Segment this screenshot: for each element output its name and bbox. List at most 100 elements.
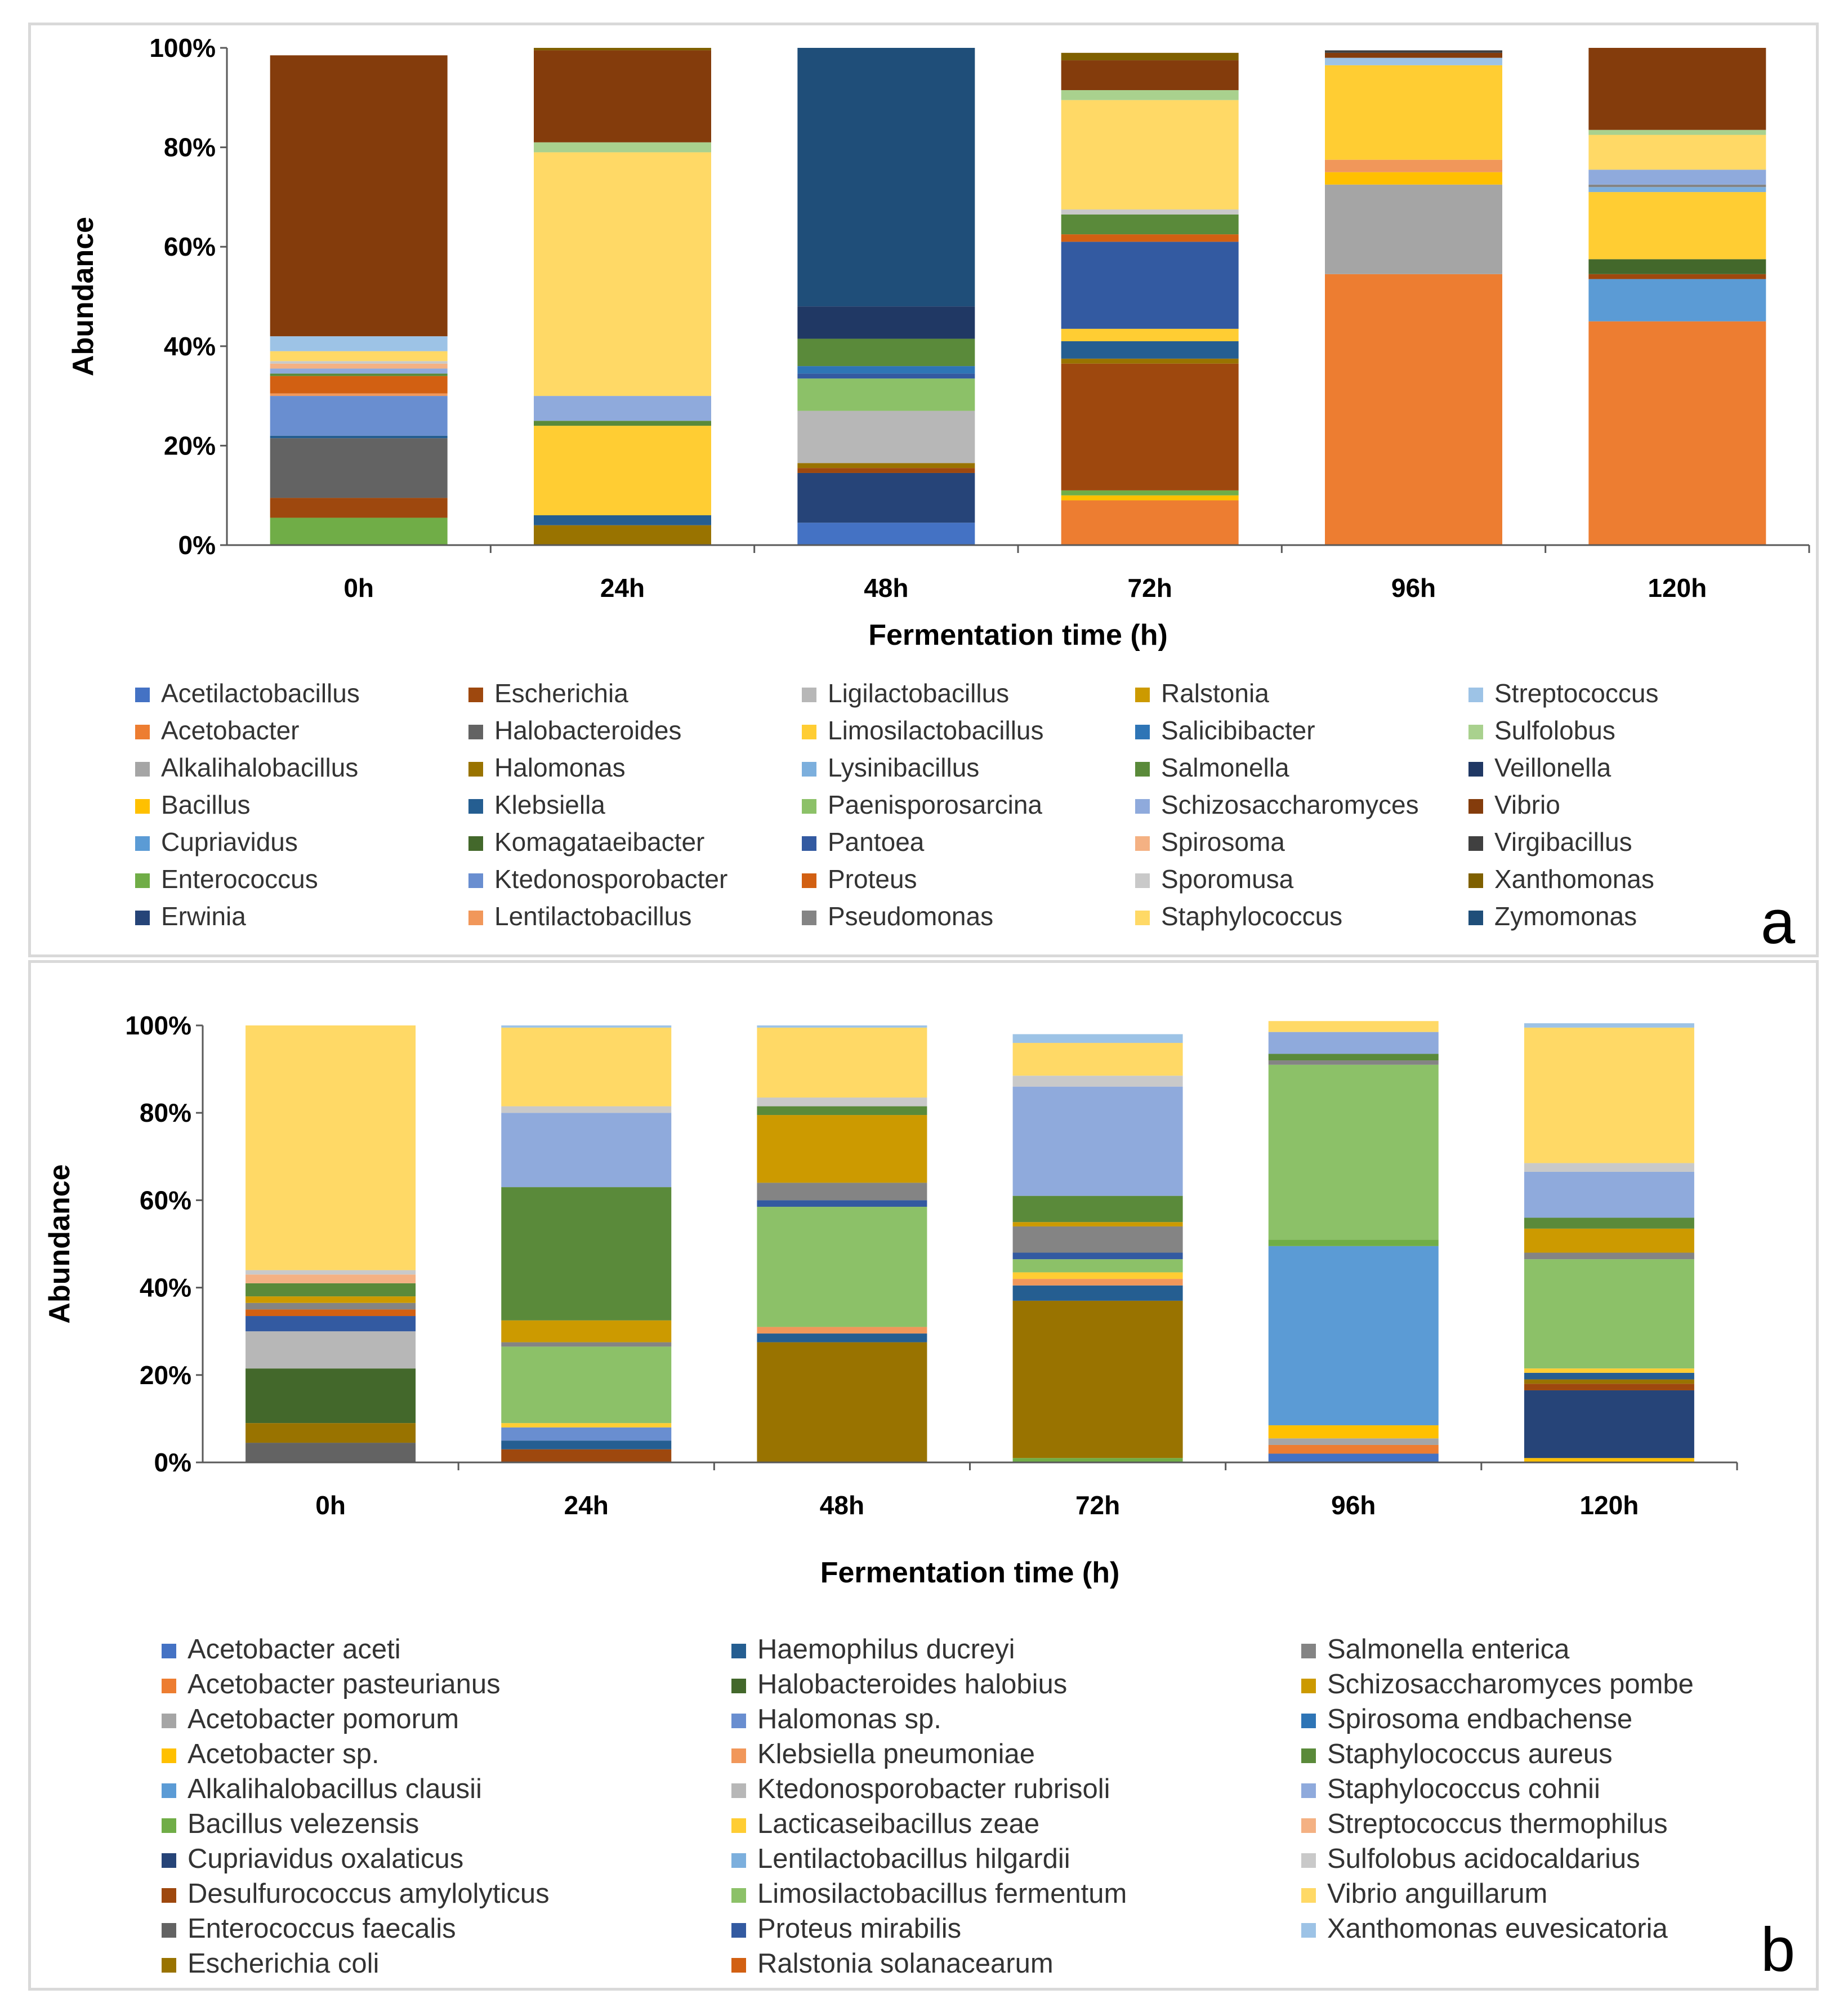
bar-segment [534,426,711,516]
legend-swatch [1301,1714,1316,1728]
x-category-label: 72h [1128,573,1172,603]
legend-swatch [468,762,483,777]
legend-label: Acetobacter sp. [188,1739,379,1769]
legend-swatch [1135,762,1150,777]
bar-segment [1524,1458,1694,1462]
legend-label: Proteus [828,864,917,894]
legend-label: Vibrio anguillarum [1327,1879,1547,1909]
bar-segment [1588,279,1766,322]
legend-label: Salmonella enterica [1327,1634,1570,1665]
bar-segment [534,48,711,51]
legend-label: Staphylococcus aureus [1327,1739,1613,1769]
legend-swatch [1301,1748,1316,1763]
legend-swatch [162,1748,176,1763]
bar-segment [797,411,975,463]
legend-swatch [1301,1853,1316,1868]
bar-segment [1061,495,1239,501]
bar-segment [1012,1034,1183,1043]
legend-label: Sulfolobus [1494,716,1615,745]
bar-segment [1061,358,1239,364]
bar-segment [534,515,711,525]
bar-segment [1061,500,1239,545]
x-category-label: 24h [564,1491,609,1520]
bar-segment [1524,1171,1694,1218]
legend-swatch [1135,688,1150,702]
legend-label: Desulfurococcus amylolyticus [188,1879,550,1909]
legend-swatch [1301,1888,1316,1903]
legend-swatch [162,1853,176,1868]
bar-segment [1268,1438,1439,1445]
legend-swatch [731,1783,746,1798]
bar-segment [1012,1252,1183,1260]
x-category-label: 0h [343,573,374,603]
bar-segment [245,1331,416,1369]
bar-segment [1325,65,1502,160]
y-tick-label: 80% [164,133,216,162]
bar-segment [1524,1368,1694,1373]
bar-segment [1524,1228,1694,1253]
panel-letter: b [1761,1915,1795,1984]
bar-segment [270,373,448,376]
legend-swatch [1301,1679,1316,1693]
y-tick-label: 40% [140,1273,191,1302]
bar-segment [1588,321,1766,545]
legend-swatch [135,873,150,888]
bar-segment [270,336,448,351]
stacked-bar-chart-genus: 0% 20% 40% 60% 80% 100% 0h 24h 48h 72h 96h 120h Ferm… [67,33,1810,954]
y-tick-label: 40% [164,332,216,361]
bar-segment [797,366,975,374]
bar-segment [1268,1453,1439,1462]
legend-swatch [1468,725,1483,739]
legend-label: Proteus mirabilis [757,1913,961,1944]
legend-label: Schizosaccharomyces [1161,790,1419,819]
legend-swatch [1301,1923,1316,1938]
legend-swatch [1468,799,1483,814]
legend-swatch [468,799,483,814]
bar-segment [1012,1259,1183,1273]
bar-segment [1588,169,1766,185]
bar-segment [1588,135,1766,170]
bar-segment [534,152,711,396]
legend-label: Zymomonas [1494,902,1637,931]
legend-swatch [731,1679,746,1693]
legend-swatch [162,1679,176,1693]
stacked-bar-chart-species: 0% 20% 40% 60% 80% 100% 0h 24h 48h 72h 96h 120h Ferm… [43,1011,1795,1984]
legend-label: Lysinibacillus [828,753,979,782]
legend-swatch [1301,1783,1316,1798]
bar-segment [1325,52,1502,58]
legend-swatch [1468,911,1483,925]
legend-label: Cupriavidus [161,827,298,856]
legend-label: Salicibibacter [1161,716,1315,745]
bar-segment [1524,1372,1694,1380]
bar-segment [245,1309,416,1317]
legend-swatch [135,688,150,702]
bar-segment [270,376,448,394]
legend-swatch [162,1923,176,1938]
bar-segment [245,1423,416,1443]
legend-label: Enterococcus faecalis [188,1913,456,1944]
bar-segment [1588,130,1766,135]
bar-segment [1268,1032,1439,1054]
legend-label: Halomonas sp. [757,1704,941,1734]
bar-segment [797,48,975,307]
bar-segment [501,1025,672,1028]
bar-segment [1061,341,1239,359]
bar-segment [245,1296,416,1303]
bar-segment [1524,1390,1694,1458]
bar-segment [797,306,975,339]
bar-segment [1524,1163,1694,1172]
bar-segment [1325,274,1502,545]
bar-segment [1012,1300,1183,1458]
bar-segment [1524,1217,1694,1229]
legend-swatch [802,911,816,925]
legend-swatch [1301,1644,1316,1658]
bar-segment [797,468,975,473]
legend-label: Klebsiella [494,790,605,819]
legend-label: Pantoea [828,827,925,856]
bar-segment [757,1025,927,1028]
bar-segment [1268,1054,1439,1061]
legend-swatch [731,1923,746,1938]
bar-segment [757,1342,927,1462]
legend-label: Lacticaseibacillus zeae [757,1809,1039,1839]
legend-label: Virgibacillus [1494,827,1632,856]
